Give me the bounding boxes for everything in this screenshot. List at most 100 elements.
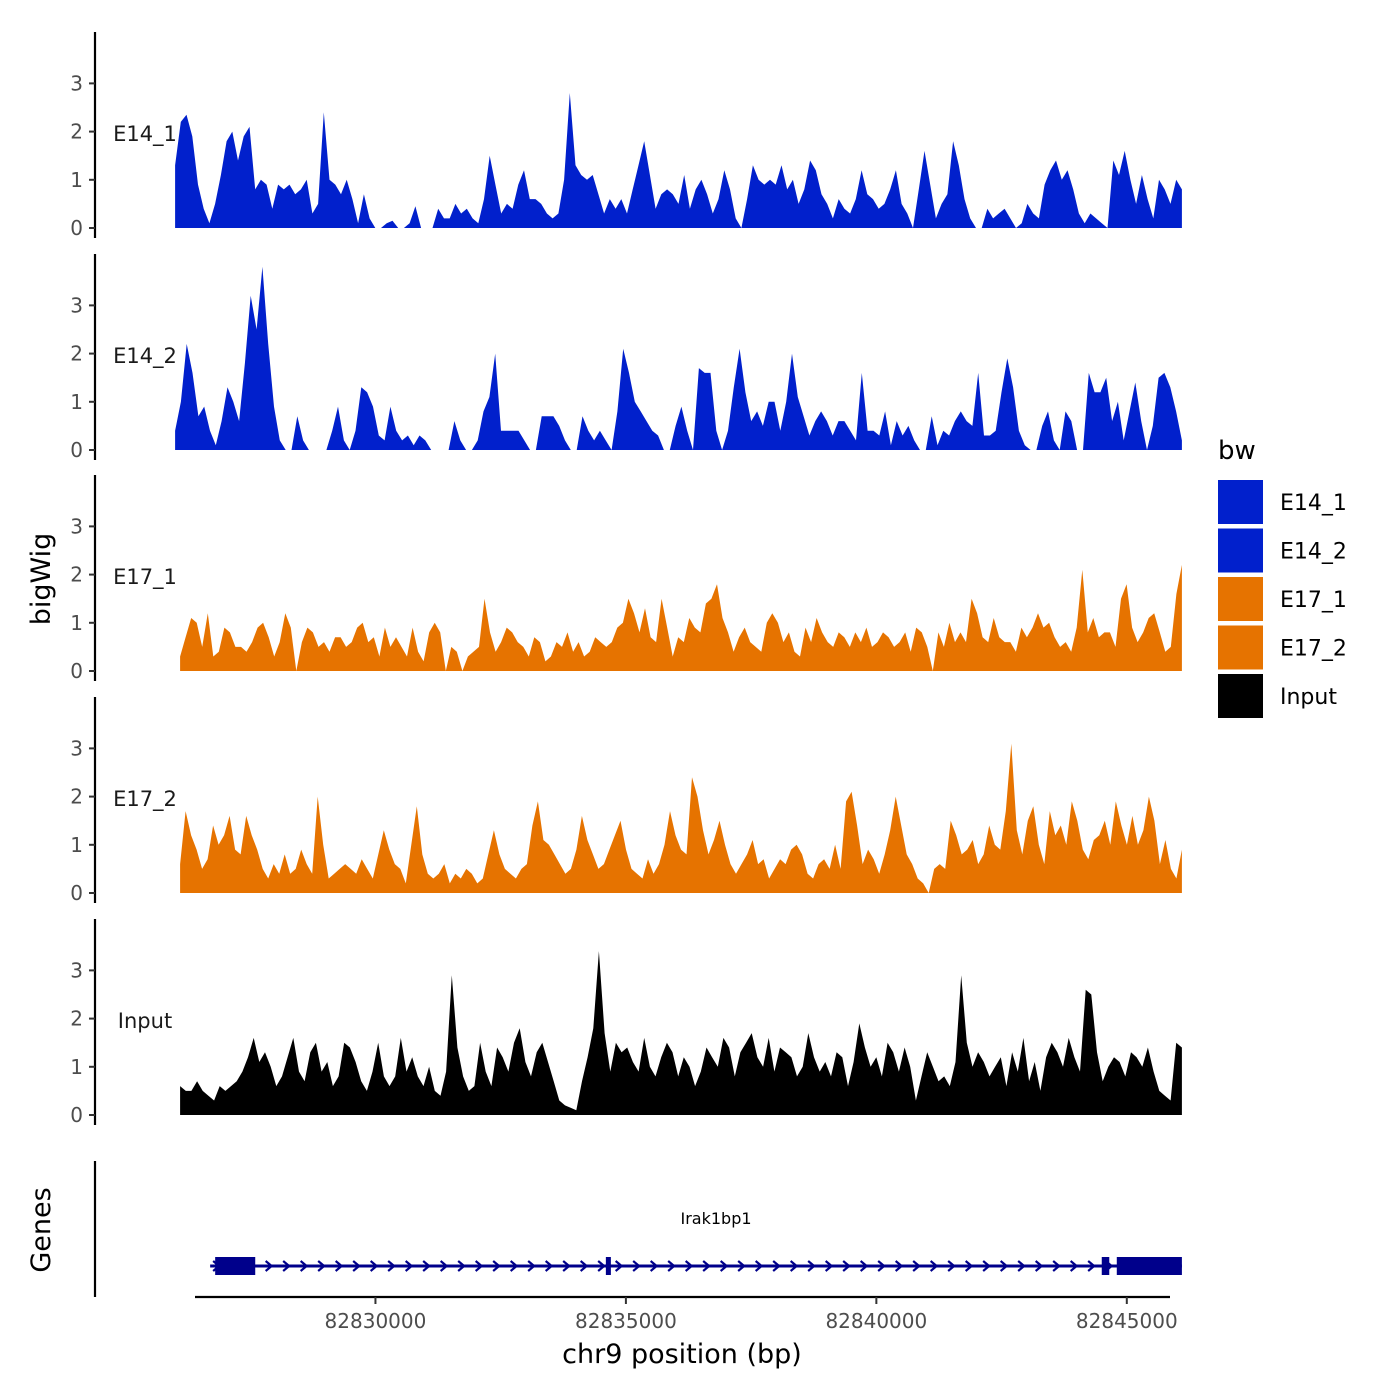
strand-arrow xyxy=(457,1260,466,1272)
strand-arrow xyxy=(754,1260,764,1272)
x-axis-title: chr9 position (bp) xyxy=(562,1339,802,1370)
strand-arrow xyxy=(964,1260,974,1272)
strand-arrow xyxy=(614,1260,624,1272)
y-tick-label: 2 xyxy=(70,120,83,144)
coverage-tracks: 0 1 2 3 E14_1 0 1 2 3 E14_2 0 1 2 3 E17_1 0 1 2 3 E17_2 0 1 2 3… xyxy=(70,32,1182,1127)
strand-arrow xyxy=(649,1260,659,1272)
strand-arrow xyxy=(982,1260,991,1272)
legend-label: E17_2 xyxy=(1280,637,1347,662)
y-axis-title: bigWig xyxy=(26,533,57,626)
track-label: E14_1 xyxy=(113,122,177,147)
y-tick-label: 1 xyxy=(70,390,83,414)
coverage-area xyxy=(180,951,1182,1115)
strand-arrow xyxy=(597,1260,606,1272)
track-e14-2: 0 1 2 3 E14_2 xyxy=(70,254,1182,462)
strand-arrow xyxy=(894,1260,904,1272)
track-e17-1: 0 1 2 3 E17_1 xyxy=(70,475,1182,683)
strand-arrow xyxy=(702,1260,711,1272)
genes-axis-title: Genes xyxy=(26,1187,57,1272)
strand-arrow xyxy=(299,1260,309,1272)
y-tick-label: 2 xyxy=(70,785,83,809)
legend-label: E14_2 xyxy=(1280,540,1347,565)
legend-swatch xyxy=(1218,528,1263,573)
x-tick-label: 82840000 xyxy=(825,1309,927,1333)
y-tick-label: 2 xyxy=(70,563,83,587)
track-label: E17_1 xyxy=(113,565,177,590)
strand-arrow xyxy=(719,1260,729,1272)
strand-arrow xyxy=(352,1260,361,1272)
strand-arrow xyxy=(807,1260,816,1272)
x-tick-label: 82830000 xyxy=(325,1309,427,1333)
genes-panel: Irak1bp1 xyxy=(93,1161,1182,1297)
gene-exon xyxy=(1116,1257,1182,1275)
legend-swatch xyxy=(1218,674,1263,718)
y-tick-label: 1 xyxy=(70,611,83,635)
strand-arrow xyxy=(1034,1260,1044,1272)
gene-label: Irak1bp1 xyxy=(681,1209,752,1228)
strand-arrow xyxy=(562,1260,571,1272)
y-tick-label: 3 xyxy=(70,293,83,317)
strand-arrow xyxy=(859,1260,869,1272)
coverage-area xyxy=(175,93,1182,228)
coverage-area xyxy=(180,743,1182,893)
y-tick-label: 0 xyxy=(70,438,83,462)
strand-arrow xyxy=(929,1260,939,1272)
strand-arrow xyxy=(1017,1260,1026,1272)
gene-exon xyxy=(215,1257,256,1275)
strand-arrow xyxy=(474,1260,484,1272)
strand-arrow xyxy=(877,1260,886,1272)
strand-arrow xyxy=(404,1260,414,1272)
strand-arrow xyxy=(789,1260,799,1272)
track-label: E17_2 xyxy=(113,787,177,812)
strand-arrow xyxy=(282,1260,291,1272)
track-e14-1: 0 1 2 3 E14_1 xyxy=(70,32,1182,240)
track-input: 0 1 2 3 Input xyxy=(70,919,1182,1127)
legend-swatch xyxy=(1218,577,1263,621)
y-tick-label: 1 xyxy=(70,833,83,857)
strand-arrow xyxy=(544,1260,554,1272)
strand-arrow xyxy=(527,1260,536,1272)
strand-arrow xyxy=(264,1260,274,1272)
strand-arrow xyxy=(387,1260,396,1272)
gene-exon xyxy=(1101,1257,1110,1275)
track-e17-2: 0 1 2 3 E17_2 xyxy=(70,697,1182,905)
x-tick-label: 82845000 xyxy=(1076,1309,1178,1333)
strand-arrow xyxy=(772,1260,781,1272)
coverage-area xyxy=(180,564,1182,671)
strand-arrow xyxy=(492,1260,501,1272)
y-tick-label: 0 xyxy=(70,881,83,905)
y-tick-label: 1 xyxy=(70,168,83,192)
legend-label: E14_1 xyxy=(1280,491,1347,516)
strand-arrow xyxy=(317,1260,326,1272)
gene-exon xyxy=(605,1257,611,1275)
strand-arrow xyxy=(369,1260,379,1272)
y-tick-label: 3 xyxy=(70,514,83,538)
strand-arrow xyxy=(737,1260,746,1272)
strand-arrow xyxy=(579,1260,589,1272)
strand-arrow xyxy=(947,1260,956,1272)
strand-arrow xyxy=(509,1260,519,1272)
strand-arrow xyxy=(999,1260,1009,1272)
strand-arrow xyxy=(439,1260,449,1272)
y-tick-label: 0 xyxy=(70,216,83,240)
strand-arrow xyxy=(912,1260,921,1272)
strand-arrow xyxy=(684,1260,694,1272)
strand-arrow xyxy=(667,1260,676,1272)
y-tick-label: 1 xyxy=(70,1055,83,1079)
y-tick-label: 2 xyxy=(70,342,83,366)
y-tick-label: 3 xyxy=(70,958,83,982)
y-tick-label: 2 xyxy=(70,1007,83,1031)
y-tick-label: 3 xyxy=(70,736,83,760)
y-tick-label: 0 xyxy=(70,659,83,683)
strand-arrow xyxy=(632,1260,641,1272)
coverage-area xyxy=(175,266,1182,450)
y-tick-label: 0 xyxy=(70,1103,83,1127)
track-label: E14_2 xyxy=(113,344,177,369)
legend-swatch xyxy=(1218,480,1263,524)
strand-arrow xyxy=(824,1260,834,1272)
strand-arrow xyxy=(334,1260,344,1272)
legend-label: E17_1 xyxy=(1280,588,1347,613)
y-tick-label: 3 xyxy=(70,71,83,95)
legend: bw E14_1 E14_2 E17_1 E17_2 Input xyxy=(1218,436,1347,718)
